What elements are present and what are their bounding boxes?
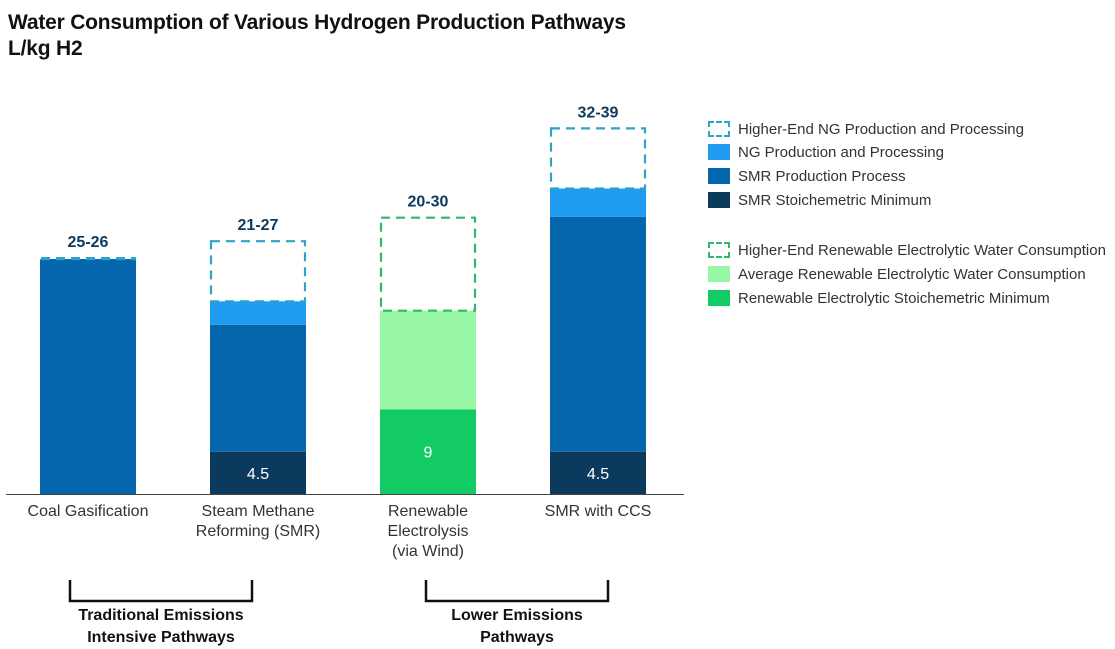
bar-segment-ng-production-and-processing bbox=[550, 188, 646, 217]
legend-label: SMR Stoichemetric Minimum bbox=[738, 191, 932, 209]
range-label: 20-30 bbox=[408, 194, 449, 211]
legend-item-ng-production: NG Production and Processing bbox=[708, 142, 944, 162]
group-brackets bbox=[68, 580, 610, 603]
bar-segment-ng-production-and-processing bbox=[210, 301, 306, 325]
bar-segment-average-renewable-electrolytic-water-consumption bbox=[380, 310, 476, 410]
legend-item-higher-end-ng: Higher-End NG Production and Processing bbox=[708, 119, 1024, 139]
category-label-line: SMR with CCS bbox=[544, 503, 652, 520]
category-label-smr: Steam Methane Reforming (SMR) bbox=[183, 502, 333, 542]
legend-label: Higher-End Renewable Electrolytic Water … bbox=[738, 241, 1106, 259]
segment-value-label: 4.5 bbox=[247, 466, 269, 483]
legend-item-smr-production: SMR Production Process bbox=[708, 166, 906, 186]
group-label-line: Traditional Emissions bbox=[78, 607, 244, 624]
bracket-traditional bbox=[68, 580, 254, 603]
category-label-line: Reforming (SMR) bbox=[195, 523, 321, 540]
legend-swatch bbox=[708, 144, 730, 160]
legend-item-higher-end-renewable: Higher-End Renewable Electrolytic Water … bbox=[708, 240, 1106, 260]
legend-label: Average Renewable Electrolytic Water Con… bbox=[738, 265, 1086, 283]
bracket-lower bbox=[424, 580, 610, 603]
bar-segment-smr-production-process bbox=[550, 216, 646, 452]
chart-title: Water Consumption of Various Hydrogen Pr… bbox=[8, 10, 626, 62]
category-label-line: (via Wind) bbox=[391, 543, 464, 560]
legend-item-renewable-stoich: Renewable Electrolytic Stoichemetric Min… bbox=[708, 288, 1050, 308]
group-label-line: Pathways bbox=[480, 629, 554, 646]
legend-swatch bbox=[708, 266, 730, 282]
title-line: Water Consumption of Various Hydrogen Pr… bbox=[8, 11, 626, 34]
category-label-line: Coal Gasification bbox=[27, 503, 149, 520]
bar-segment-higher-end-renewable-electrolytic-water-consumption bbox=[379, 216, 477, 312]
bar-segment-higher-end-ng-production-and-processing bbox=[549, 127, 647, 190]
units-line: L/kg H2 bbox=[8, 37, 83, 60]
segment-value-label: 9 bbox=[424, 445, 433, 462]
stacked-bar-chart: 25-26 4.5 21-27 9 20-30 4.5 32-39 bbox=[6, 104, 684, 495]
legend-swatch bbox=[708, 192, 730, 208]
legend-label: NG Production and Processing bbox=[738, 143, 944, 161]
legend-item-smr-stoich: SMR Stoichemetric Minimum bbox=[708, 190, 931, 210]
range-label: 25-26 bbox=[68, 234, 109, 251]
legend-swatch bbox=[708, 168, 730, 184]
category-label-coal: Coal Gasification bbox=[13, 502, 163, 522]
bar-segment-smr-stoichemetric-minimum bbox=[210, 451, 306, 494]
group-label-line: Lower Emissions bbox=[451, 607, 583, 624]
bar-segment-smr-production-process bbox=[40, 259, 136, 494]
group-label-lower: Lower Emissions Pathways bbox=[417, 605, 617, 649]
legend-label: Renewable Electrolytic Stoichemetric Min… bbox=[738, 289, 1050, 307]
group-label-line: Intensive Pathways bbox=[87, 629, 235, 646]
category-label-line: Steam Methane bbox=[201, 503, 315, 520]
category-label-ccs: SMR with CCS bbox=[523, 502, 673, 522]
range-label: 21-27 bbox=[238, 217, 279, 234]
bar-segment-smr-stoichemetric-minimum bbox=[550, 451, 646, 494]
legend-item-avg-renewable: Average Renewable Electrolytic Water Con… bbox=[708, 264, 1086, 284]
bar-segment-higher-end-ng-production-and-processing bbox=[209, 240, 307, 303]
bar-segment-higher-end-ng-production-and-processing bbox=[39, 257, 137, 261]
legend-label: Higher-End NG Production and Processing bbox=[738, 120, 1024, 138]
legend-swatch bbox=[708, 290, 730, 306]
segment-value-label: 4.5 bbox=[587, 466, 609, 483]
group-label-traditional: Traditional Emissions Intensive Pathways bbox=[61, 605, 261, 649]
legend-swatch-dashed bbox=[708, 121, 730, 137]
category-label-line: Electrolysis bbox=[387, 523, 469, 540]
category-label-renewable: Renewable Electrolysis (via Wind) bbox=[353, 502, 503, 562]
range-label: 32-39 bbox=[578, 104, 619, 121]
legend-label: SMR Production Process bbox=[738, 167, 906, 185]
bar-segment-renewable-electrolytic-stoichemetric-minimum bbox=[380, 409, 476, 494]
category-label-line: Renewable bbox=[387, 503, 469, 520]
legend-swatch-dashed bbox=[708, 242, 730, 258]
bar-segment-smr-production-process bbox=[210, 324, 306, 452]
